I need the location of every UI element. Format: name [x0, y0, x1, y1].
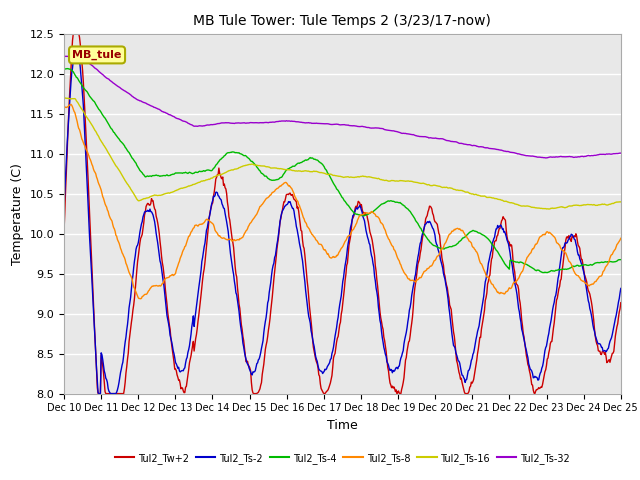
Title: MB Tule Tower: Tule Temps 2 (3/23/17-now): MB Tule Tower: Tule Temps 2 (3/23/17-now…	[193, 14, 492, 28]
X-axis label: Time: Time	[327, 419, 358, 432]
Text: MB_tule: MB_tule	[72, 50, 122, 60]
Y-axis label: Temperature (C): Temperature (C)	[11, 163, 24, 264]
Legend: Tul2_Tw+2, Tul2_Ts-2, Tul2_Ts-4, Tul2_Ts-8, Tul2_Ts-16, Tul2_Ts-32: Tul2_Tw+2, Tul2_Ts-2, Tul2_Ts-4, Tul2_Ts…	[111, 449, 574, 468]
